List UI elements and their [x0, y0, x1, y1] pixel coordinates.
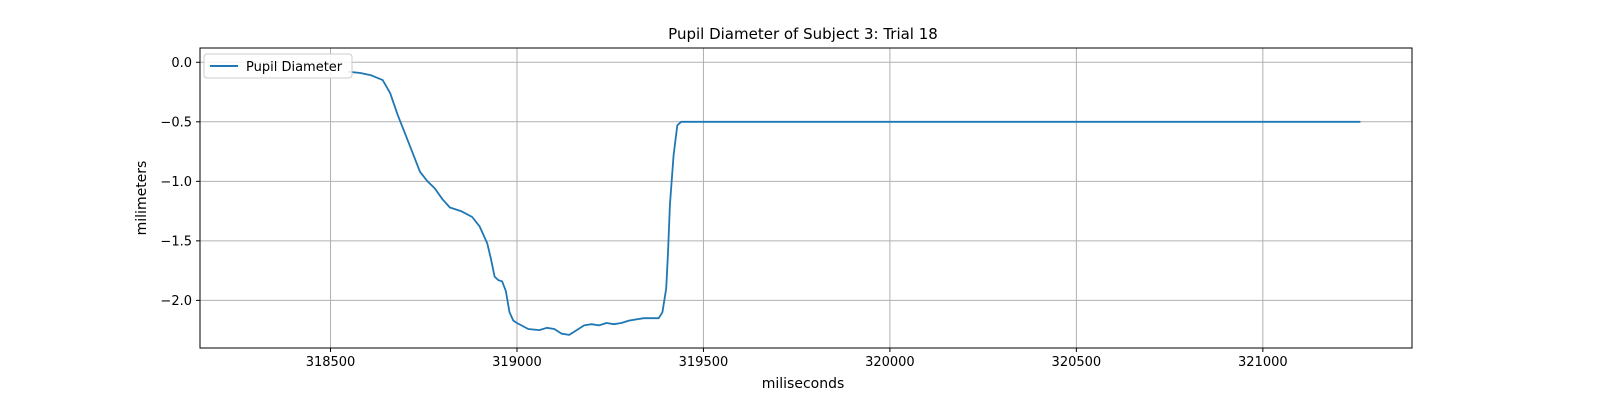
legend-entry: Pupil Diameter	[246, 60, 343, 75]
y-tick-label: −1.5	[160, 234, 192, 249]
series-layer	[348, 70, 1361, 336]
x-axis-label: miliseconds	[762, 376, 845, 392]
legend-box	[203, 53, 353, 79]
x-tick-label: 320500	[1052, 355, 1102, 370]
y-tick-label: −1.0	[160, 175, 192, 190]
x-tick-label: 319000	[492, 355, 542, 370]
y-tick-label: −0.5	[160, 115, 192, 130]
tick-layer: 318500 319000 319500 320000 320500 321000 0.0 −…	[160, 56, 1287, 370]
y-tick-label: 0.0	[171, 56, 192, 71]
grid-layer	[200, 48, 1412, 348]
x-tick-label: 321000	[1238, 355, 1288, 370]
legend: Pupil Diameter	[203, 53, 353, 79]
y-tick-label: −2.0	[160, 294, 192, 309]
x-tick-label: 319500	[679, 355, 729, 370]
plot-frame	[199, 47, 1413, 349]
series-line-pupil-diameter	[348, 70, 1361, 336]
x-tick-label: 318500	[306, 355, 356, 370]
y-axis-label: milimeters	[134, 161, 150, 236]
chart-title: Pupil Diameter of Subject 3: Trial 18	[668, 25, 938, 43]
x-tick-label: 320000	[865, 355, 915, 370]
